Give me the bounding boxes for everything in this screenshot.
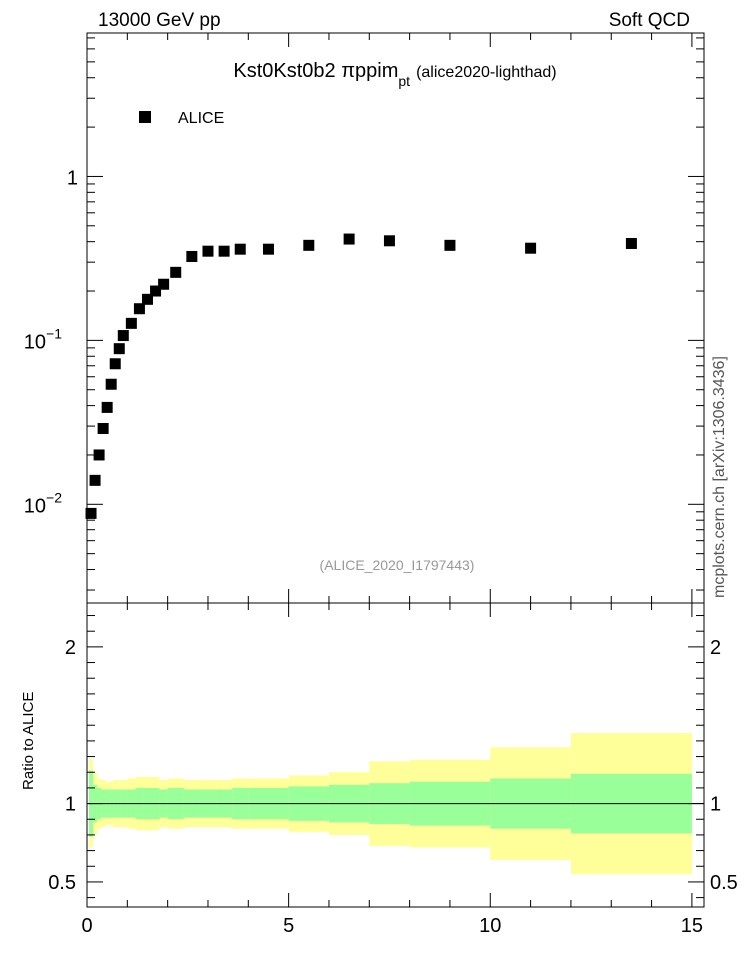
x-tick-label: 15 (681, 915, 703, 937)
data-point (625, 237, 637, 249)
data-point (85, 507, 97, 519)
data-point (202, 245, 214, 257)
title-sub: pt (398, 73, 410, 89)
data-point (383, 235, 395, 247)
x-tick-label: 10 (479, 915, 501, 937)
data-point (343, 233, 355, 245)
data-point (133, 303, 145, 315)
title-main: Kst0Kst0b2 πppim (233, 60, 398, 82)
ratio-y-tick-label-right: 0.5 (710, 872, 738, 894)
data-point (113, 343, 125, 355)
ratio-y-tick-label-right: 1 (710, 794, 721, 816)
header-left: 13000 GeV pp (98, 10, 221, 31)
data-point (262, 243, 274, 255)
title-paren: (alice2020-lighthad) (416, 64, 557, 81)
x-tick-label: 0 (81, 915, 92, 937)
header-right: Soft QCD (609, 10, 690, 31)
upper-axis-labels: 10−210−11 (24, 167, 78, 517)
legend: ALICE (139, 110, 224, 127)
data-point (170, 266, 182, 278)
data-point (125, 317, 137, 329)
legend-marker (139, 111, 151, 123)
alice-points (85, 233, 637, 519)
analysis-label: (ALICE_2020_I1797443) (320, 557, 475, 573)
upper-axis-ticks (86, 33, 704, 603)
y-tick-label-base: 10 (24, 331, 46, 353)
data-point (97, 423, 109, 435)
lower-axis-ticks (86, 603, 704, 907)
chart-title: Kst0Kst0b2 πppimpt (alice2020-lighthad) (233, 60, 556, 89)
y-tick-label: 1 (67, 167, 78, 189)
data-point (218, 245, 230, 257)
y-tick-label-base: 10 (24, 495, 46, 517)
data-point (525, 242, 537, 254)
ratio-ylabel: Ratio to ALICE (20, 692, 37, 790)
x-tick-label: 5 (283, 915, 294, 937)
data-point (105, 378, 117, 390)
data-point (101, 401, 113, 413)
lower-axis-labels: 0.5 0.5 1 1 2 2 0 5 10 15 (48, 637, 738, 937)
data-point (303, 239, 315, 251)
data-point (141, 293, 153, 305)
data-point (117, 330, 129, 342)
y-tick-label-exp: −1 (46, 325, 62, 341)
upper-panel: 10−210−11 Kst0Kst0b2 πppimpt (alice2020-l… (24, 32, 705, 604)
lower-panel: 0.5 0.5 1 1 2 2 0 5 10 15 Ratio to ALICE (20, 602, 738, 937)
data-point (89, 474, 101, 486)
data-point (186, 250, 198, 262)
data-point (93, 449, 105, 461)
data-point (109, 358, 121, 370)
data-point (444, 239, 456, 251)
data-point (150, 285, 162, 297)
ratio-y-tick-label: 0.5 (48, 872, 76, 894)
data-point (234, 243, 246, 255)
legend-label: ALICE (178, 110, 224, 127)
y-tick-label: 10−2 (24, 489, 62, 517)
ratio-y-tick-label: 2 (65, 637, 76, 659)
ratio-y-tick-label: 1 (65, 794, 76, 816)
data-point (158, 278, 170, 290)
y-tick-label-exp: −2 (46, 489, 62, 505)
side-label: mcplots.cern.ch [arXiv:1306.3436] (711, 356, 728, 598)
y-tick-label: 10−1 (24, 325, 62, 353)
ratio-y-tick-label-right: 2 (710, 637, 721, 659)
lower-frame (86, 602, 705, 908)
